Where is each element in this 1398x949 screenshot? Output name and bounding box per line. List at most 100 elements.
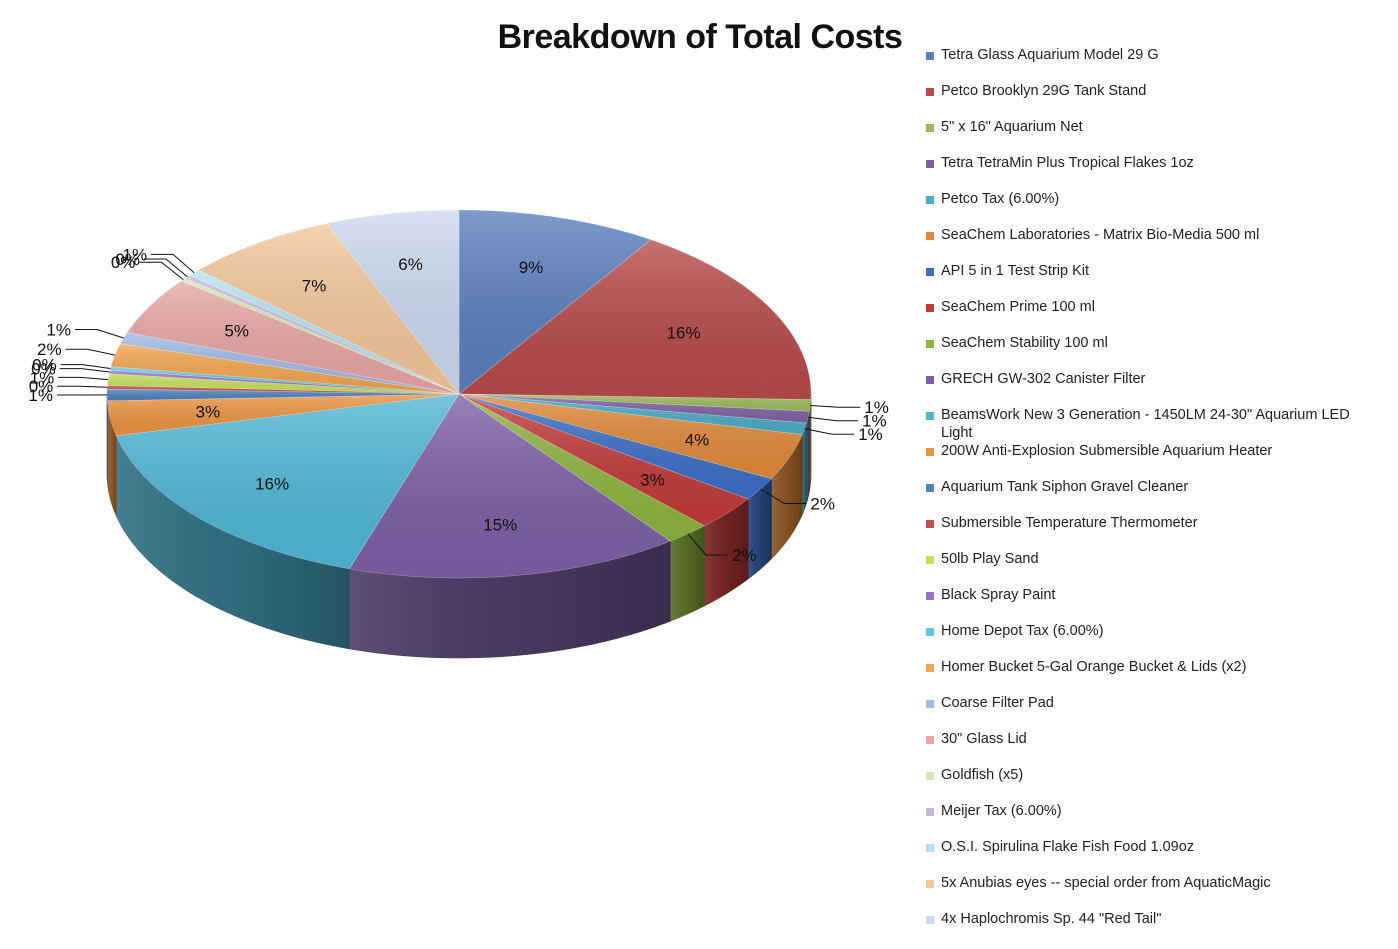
legend-label: Aquarium Tank Siphon Gravel Cleaner [941,479,1189,495]
chart-title: Breakdown of Total Costs [497,18,903,56]
legend-swatch [926,340,934,348]
leader-line-14 [58,376,109,381]
pct-label-3: 1% [862,412,887,431]
pct-label-7: 3% [640,471,665,490]
pie-slice-shade-15 [109,370,460,394]
pct-label-8: 2% [732,546,757,565]
pct-label-6: 2% [810,495,835,514]
leader-line-3 [808,416,858,422]
legend-swatch [926,484,934,492]
pie-side-shade-10 [116,435,350,649]
legend-label: SeaChem Laboratories - Matrix Bio-Media … [941,227,1260,243]
legend-label: Home Depot Tax (6.00%) [941,623,1104,639]
legend-swatch [926,736,934,744]
legend-item: SeaChem Laboratories - Matrix Bio-Media … [926,226,1376,244]
pct-label-22: 1% [123,245,148,264]
pie-slice-shade-20 [181,278,459,394]
legend-swatch [926,772,934,780]
legend-item: Meijer Tax (6.00%) [926,802,1376,820]
pie-slice-shade-1 [459,239,811,400]
leader-line-6 [760,488,807,504]
leader-line-15 [59,368,110,373]
pie-slice-shade-4 [459,394,807,435]
legend-item: 5" x 16" Aquarium Net [926,118,1376,136]
legend-label: Homer Bucket 5-Gal Orange Bucket & Lids … [941,659,1247,675]
legend-item: Aquarium Tank Siphon Gravel Cleaner [926,478,1376,496]
legend-item: SeaChem Stability 100 ml [926,334,1376,352]
legend-swatch [926,556,934,564]
legend-item: GRECH GW-302 Canister Filter [926,370,1376,388]
pie-top [106,209,812,579]
legend-label: SeaChem Prime 100 ml [941,299,1095,315]
legend-swatch [926,412,934,420]
pct-label-12: 1% [28,386,53,405]
leader-line-22 [151,253,195,274]
pct-label-5: 4% [685,431,710,450]
legend-swatch [926,844,934,852]
pie-slice-shade-17 [110,343,460,394]
pie-side-shade-2 [809,399,811,492]
leader-line-16 [60,364,111,369]
pie-slice-shade-14 [107,373,459,394]
pct-label-10: 16% [255,475,289,494]
legend-label: GRECH GW-302 Canister Filter [941,371,1146,387]
legend-label: Goldfish (x5) [941,767,1024,783]
legend-item: BeamsWork New 3 Generation - 1450LM 24-3… [926,406,1376,442]
legend-swatch [926,268,934,276]
leader-line-13 [57,385,108,388]
pct-label-23: 7% [302,276,327,295]
legend-swatch [926,232,934,240]
pct-label-9: 15% [483,516,517,535]
pie-slice-shade-8 [459,394,705,542]
pie-slice-shade-19 [127,281,460,394]
leader-line-2 [810,405,861,408]
legend-item: Tetra TetraMin Plus Tropical Flakes 1oz [926,154,1376,172]
pie-slice-shade-11 [107,394,460,436]
legend-item: SeaChem Prime 100 ml [926,298,1376,316]
pie-labels: 9%16%1%1%1%4%2%3%2%15%16%3%1%0%1%0%0%2%1… [28,245,888,565]
pct-label-16: 0% [32,356,57,375]
pie-slice-shade-0 [459,210,651,394]
legend-label: BeamsWork New 3 Generation - 1450LM 24-3… [941,407,1350,441]
leader-line-18 [75,329,124,339]
legend-label: 4x Haplochromis Sp. 44 "Red Tail" [941,911,1162,927]
pie-slice-shade-21 [185,275,459,394]
legend-swatch [926,304,934,312]
legend-swatch [926,376,934,384]
pie-slice-shade-2 [459,394,811,412]
legend-label: Coarse Filter Pad [941,695,1054,711]
legend-label: Tetra Glass Aquarium Model 29 G [941,47,1159,63]
leader-line-21 [144,258,188,278]
legend-item: Goldfish (x5) [926,766,1376,784]
legend-label: Petco Brooklyn 29G Tank Stand [941,83,1147,99]
pct-label-15: 0% [31,360,56,379]
pie-side-shade-4 [802,423,807,515]
pie-slice-shade-6 [459,394,772,499]
pct-label-2: 1% [864,398,889,417]
pct-label-20: 0% [111,253,136,272]
pie-slice-shade-18 [120,332,460,394]
legend-item: Homer Bucket 5-Gal Orange Bucket & Lids … [926,658,1376,676]
pie-side-shade-8 [670,525,705,622]
pie-slice-shade-23 [198,223,459,394]
legend-swatch [926,916,934,924]
pie-side-shade-11 [107,400,117,516]
legend-item: Submersible Temperature Thermometer [926,514,1376,532]
pct-label-11: 3% [196,403,221,422]
pct-label-18: 1% [46,321,71,340]
pie-slice-shade-22 [189,270,459,394]
legend-item: 4x Haplochromis Sp. 44 "Red Tail" [926,910,1376,928]
legend-swatch [926,52,934,60]
leader-line-4 [804,428,855,435]
pie-slice-shade-16 [109,366,460,394]
pie-side-shade-6 [748,478,772,579]
legend-item: Petco Tax (6.00%) [926,190,1376,208]
legend-item: Tetra Glass Aquarium Model 29 G [926,46,1376,64]
pct-label-1: 16% [667,324,701,343]
pie-slice-shade-5 [459,394,803,479]
legend-item: 5x Anubias eyes -- special order from Aq… [926,874,1376,892]
legend-label: 5x Anubias eyes -- special order from Aq… [941,875,1271,891]
pie-slice-shade-13 [107,385,459,394]
legend-item: 30" Glass Lid [926,730,1376,748]
